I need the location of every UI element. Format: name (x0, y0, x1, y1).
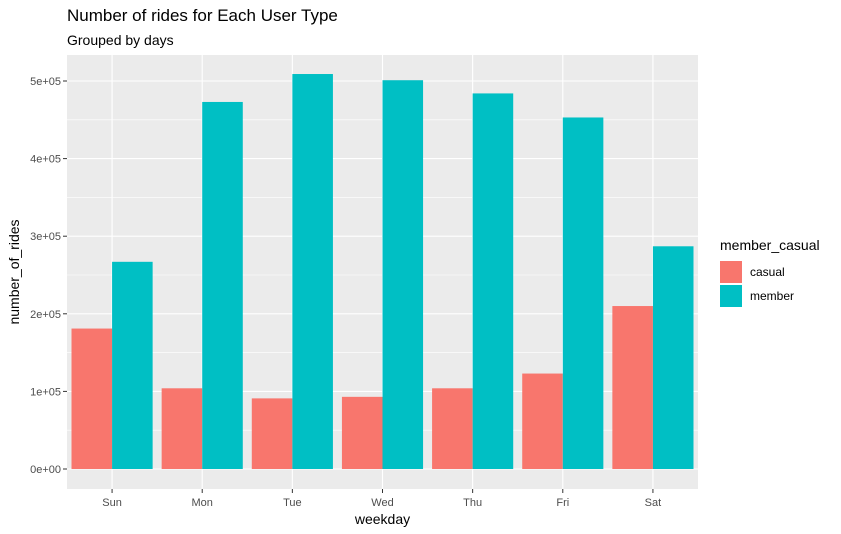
bar-casual-Mon (161, 388, 203, 469)
legend-key-casual (720, 261, 742, 283)
x-tick-label: Fri (556, 497, 569, 509)
bar-member-Sun (112, 261, 153, 469)
bar-casual-Thu (432, 388, 473, 469)
legend-label-member: member (750, 289, 794, 303)
y-axis-title: number_of_rides (6, 219, 22, 324)
y-tick-label: 1e+05 (30, 386, 61, 398)
y-tick-label: 4e+05 (30, 154, 61, 166)
bar-casual-Wed (341, 396, 383, 469)
bar-casual-Sat (612, 306, 653, 469)
y-axis-ticks: 0e+00 1e+05 2e+05 3e+05 4e+05 5e+05 (30, 76, 67, 476)
bar-member-Mon (202, 101, 243, 470)
y-tick-label: 3e+05 (30, 231, 61, 243)
bar-casual-Sun (71, 328, 113, 469)
legend-label-casual: casual (750, 265, 785, 279)
bar-member-Sat (652, 246, 694, 469)
legend-title: member_casual (720, 237, 820, 253)
x-tick-label: Wed (371, 497, 393, 509)
chart-title: Number of rides for Each User Type (67, 6, 338, 25)
x-tick-label: Sun (102, 497, 122, 509)
x-axis-title: weekday (354, 511, 410, 527)
bar-member-Thu (472, 93, 514, 469)
bar-casual-Tue (251, 398, 293, 469)
legend-key-member (720, 285, 742, 307)
y-tick-label: 2e+05 (30, 309, 61, 321)
y-tick-label: 0e+00 (30, 464, 61, 476)
bars-group (71, 74, 694, 470)
bar-member-Tue (292, 74, 333, 470)
x-tick-label: Mon (192, 497, 213, 509)
y-tick-label: 5e+05 (30, 76, 61, 88)
bar-member-Fri (562, 117, 604, 470)
bar-casual-Fri (522, 373, 563, 469)
bar-member-Wed (382, 80, 424, 469)
x-tick-label: Sat (645, 497, 662, 509)
chart-subtitle: Grouped by days (67, 32, 174, 48)
x-axis-ticks: Sun Mon Tue Wed Thu Fri Sat (102, 489, 661, 509)
x-tick-label: Tue (283, 497, 302, 509)
x-tick-label: Thu (463, 497, 482, 509)
